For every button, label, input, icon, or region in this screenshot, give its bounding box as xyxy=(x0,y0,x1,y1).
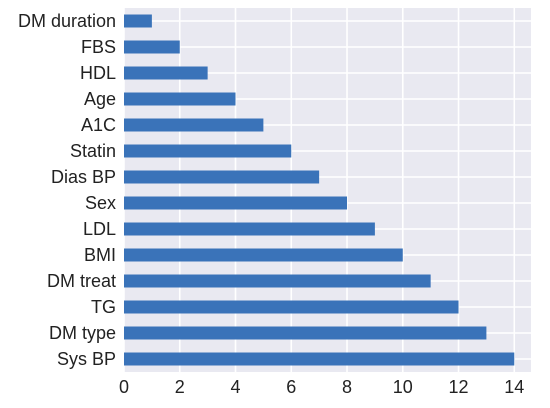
y-tick-label: TG xyxy=(91,297,116,317)
y-tick-label: Age xyxy=(84,89,116,109)
y-tick-label: HDL xyxy=(80,63,116,83)
x-tick-label: 2 xyxy=(175,377,185,397)
bar-a1c xyxy=(124,118,264,132)
y-tick-label: DM type xyxy=(49,323,116,343)
x-axis-ticks: 0 2 4 6 8 10 12 14 xyxy=(119,377,524,397)
bar-age xyxy=(124,92,236,106)
bar-layer xyxy=(124,14,515,366)
y-tick-label: LDL xyxy=(83,219,116,239)
y-axis-ticks: DM duration FBS HDL Age A1C Statin Dias BP Sex L… xyxy=(18,11,116,369)
bar-sex xyxy=(124,196,348,210)
bar-ldl xyxy=(124,222,375,236)
x-tick-label: 14 xyxy=(504,377,524,397)
y-tick-label: Dias BP xyxy=(51,167,116,187)
bar-statin xyxy=(124,144,292,158)
bar-bmi xyxy=(124,248,403,262)
x-tick-label: 12 xyxy=(449,377,469,397)
bar-tg xyxy=(124,300,459,314)
x-tick-label: 0 xyxy=(119,377,129,397)
y-tick-label: A1C xyxy=(81,115,116,135)
bar-dm-duration xyxy=(124,14,152,28)
bar-hdl xyxy=(124,66,208,80)
x-tick-label: 8 xyxy=(342,377,352,397)
x-tick-label: 6 xyxy=(286,377,296,397)
x-tick-label: 10 xyxy=(393,377,413,397)
y-tick-label: Sex xyxy=(85,193,116,213)
y-tick-label: FBS xyxy=(81,37,116,57)
bar-fbs xyxy=(124,40,180,54)
x-tick-label: 4 xyxy=(230,377,240,397)
bar-dm-type xyxy=(124,326,487,340)
y-tick-label: Sys BP xyxy=(57,349,116,369)
bar-dm-treat xyxy=(124,274,431,288)
y-tick-label: Statin xyxy=(70,141,116,161)
y-tick-label: DM treat xyxy=(47,271,116,291)
y-tick-label: DM duration xyxy=(18,11,116,31)
y-tick-label: BMI xyxy=(84,245,116,265)
plot-area xyxy=(124,8,531,372)
bar-sys-bp xyxy=(124,352,515,366)
bar-dias-bp xyxy=(124,170,320,184)
